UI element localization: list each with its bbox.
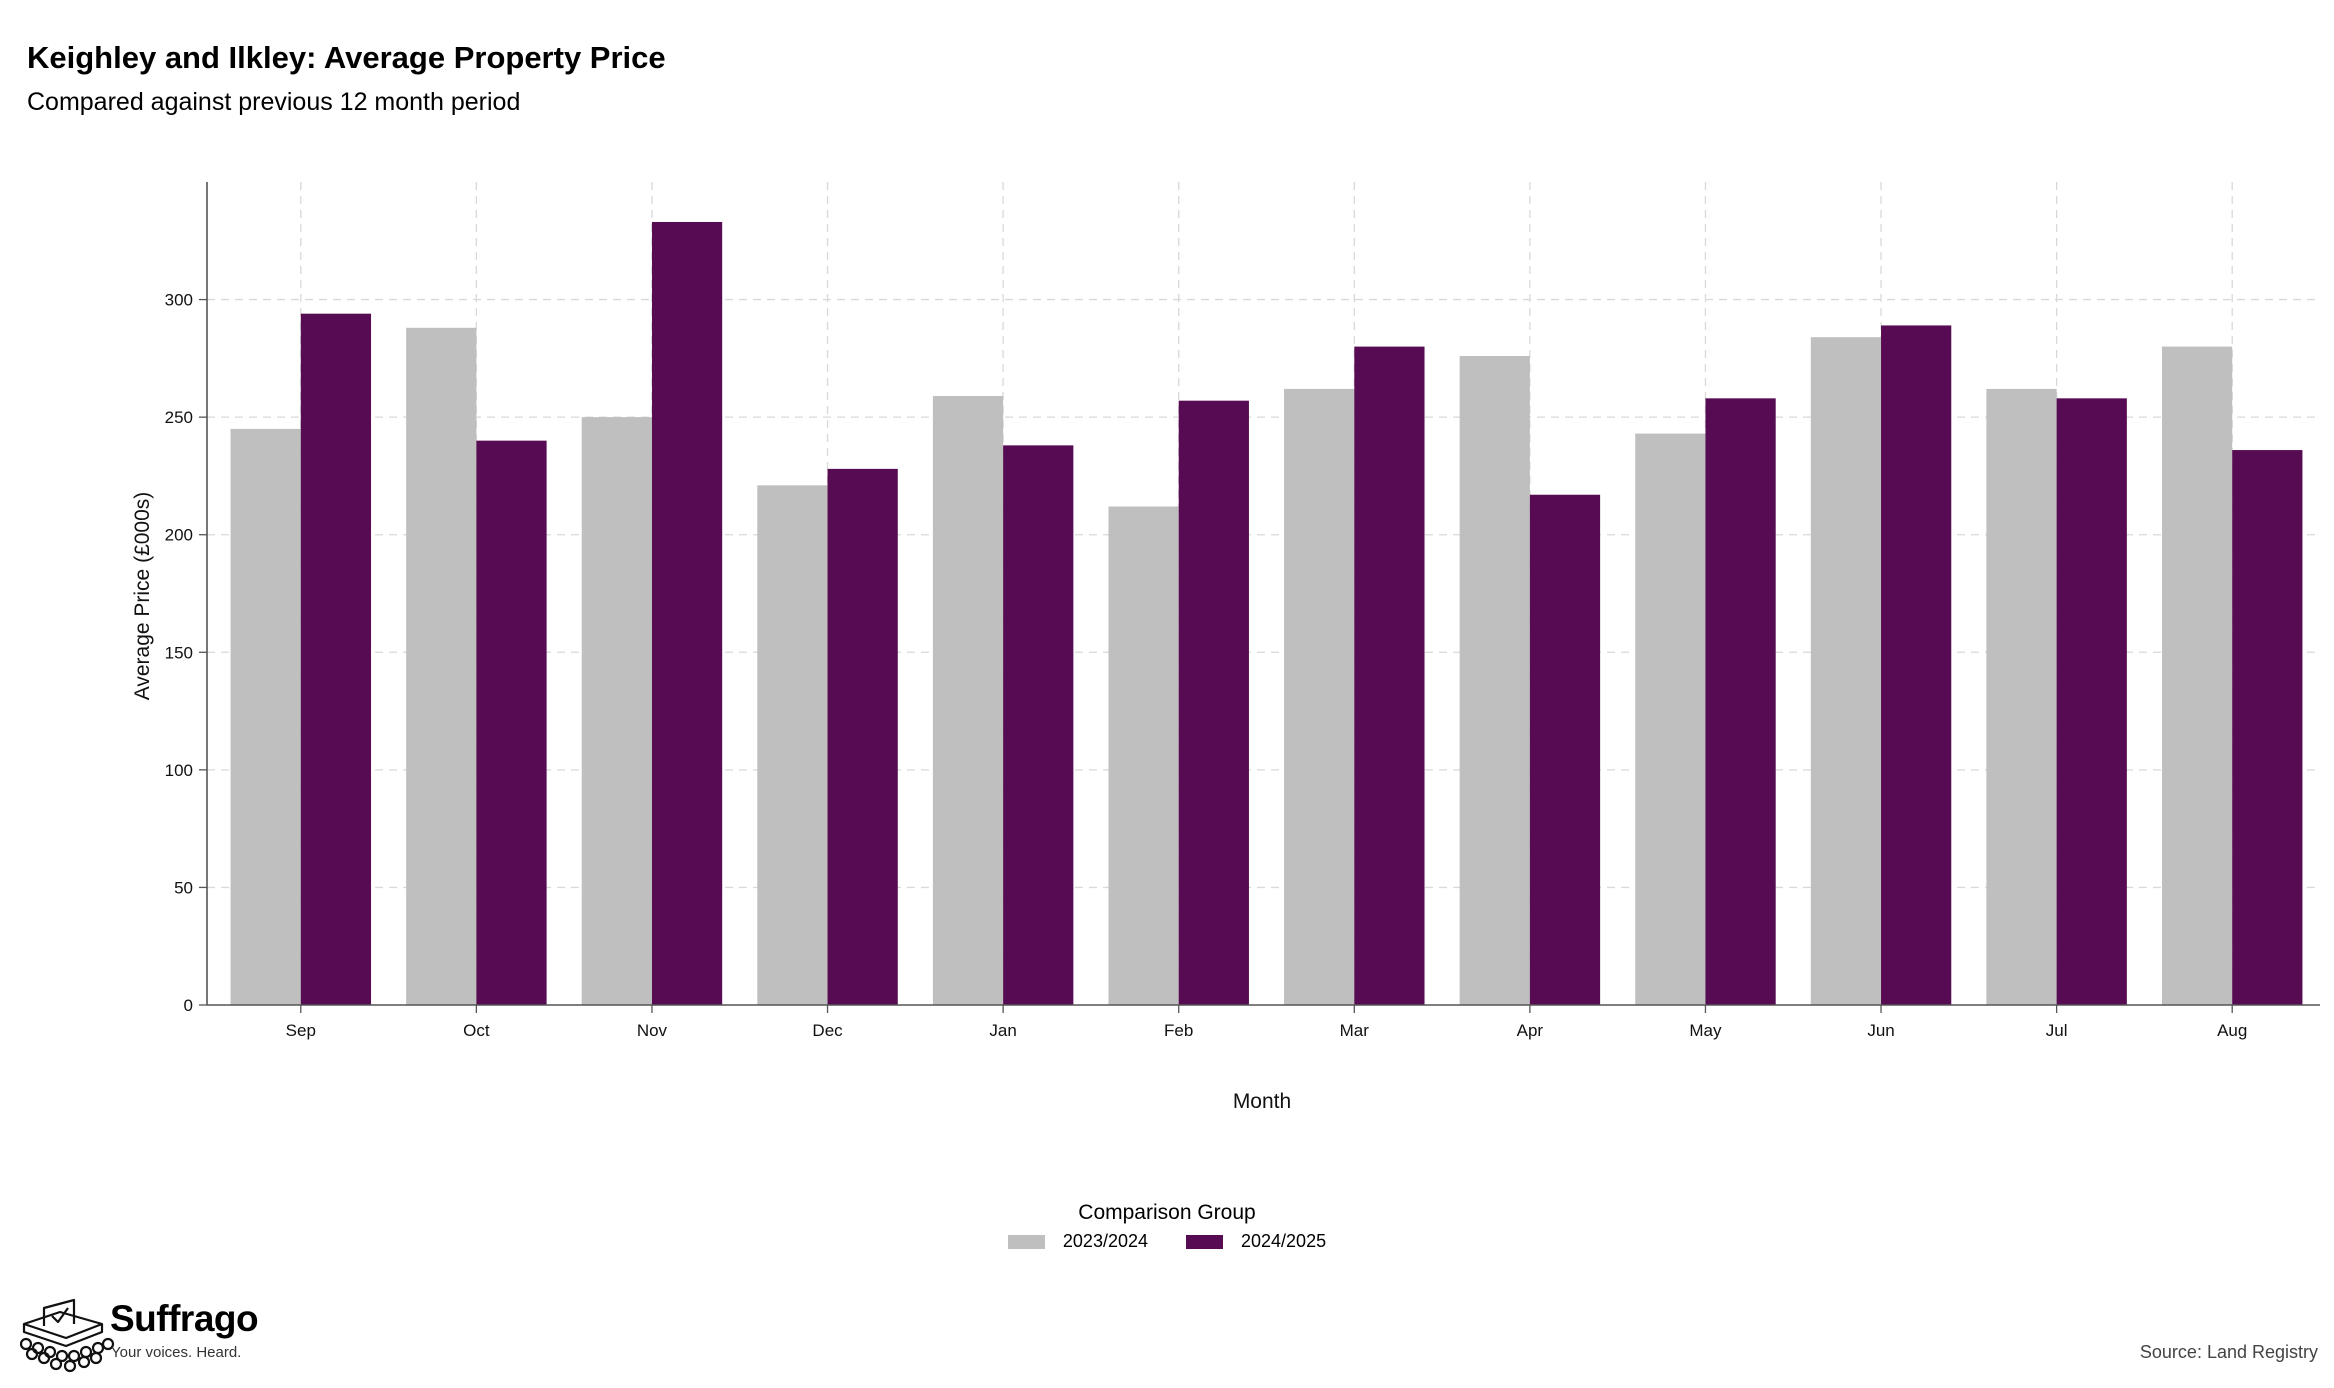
y-axis-label: Average Price (£000s) (131, 492, 154, 701)
legend-swatch (1186, 1234, 1223, 1249)
bar-2023-2024-mar (1284, 388, 1355, 1005)
legend-swatch (1007, 1234, 1045, 1249)
legend-title: Comparison Group (1078, 1201, 1256, 1224)
bar-2023-2024-jan (932, 395, 1004, 1006)
y-tick-label: 0 (184, 996, 193, 1015)
bar-2023-2024-aug (2161, 346, 2233, 1006)
legend-label: 2023/2024 (1062, 1231, 1148, 1251)
bar-2024-2025-jul (2056, 398, 2127, 1005)
bar-2024-2025-oct (476, 440, 547, 1006)
x-tick-label: May (1689, 1021, 1722, 1040)
bar-2023-2024-may (1635, 433, 1706, 1005)
bar-2023-2024-nov (581, 417, 652, 1006)
y-tick-label: 250 (165, 408, 193, 427)
x-tick-label: Aug (2217, 1021, 2247, 1040)
x-tick-label: Jan (989, 1021, 1016, 1040)
legend: Comparison Group 2023/2024 2024/2025 (0, 1201, 2334, 1252)
x-tick-label: Nov (637, 1021, 668, 1040)
bar-2023-2024-oct (406, 327, 477, 1005)
source-note: Source: Land Registry (2139, 1342, 2318, 1362)
bar-2023-2024-dec (757, 485, 828, 1005)
bar-chart: 0 50 100 150 200 250 300 Sep Oct Nov Dec Jan Feb Mar… (131, 182, 2320, 1113)
y-tick-label: 200 (165, 526, 193, 545)
bar-2024-2025-jun (1881, 325, 1952, 1005)
chart-title: Keighley and Ilkley: Average Property Pr… (27, 40, 666, 75)
bar-2024-2025-sep (300, 313, 372, 1005)
bar-2024-2025-mar (1354, 346, 1425, 1006)
x-tick-label: Sep (286, 1021, 316, 1040)
legend-label: 2024/2025 (1241, 1231, 1327, 1251)
legend-item-2024-2025: 2024/2025 (1186, 1231, 1326, 1252)
x-tick-label: Oct (463, 1021, 490, 1040)
x-tick-label: Jun (1867, 1021, 1894, 1040)
ballot-box-icon (19, 1298, 115, 1373)
bar-2024-2025-aug (2232, 450, 2303, 1005)
bars (230, 221, 2303, 1006)
x-tick-label: Jul (2046, 1021, 2068, 1040)
axes (199, 182, 2320, 1013)
x-tick-label: Apr (1517, 1021, 1544, 1040)
brand-tagline: Your voices. Heard. (111, 1344, 242, 1361)
y-tick-label: 100 (165, 761, 193, 780)
y-tick-label: 150 (165, 643, 193, 662)
bar-2023-2024-apr (1459, 356, 1530, 1005)
bar-2024-2025-feb (1178, 400, 1249, 1005)
bar-2023-2024-sep (230, 428, 301, 1005)
y-tick-labels: 0 50 100 150 200 250 300 (165, 291, 193, 1015)
x-axis-label: Month (1233, 1090, 1291, 1113)
bar-2024-2025-apr (1529, 494, 1601, 1005)
bar-2024-2025-nov (651, 221, 723, 1005)
bar-2024-2025-may (1705, 398, 1776, 1005)
legend-item-2023-2024: 2023/2024 (1007, 1231, 1148, 1252)
bar-2023-2024-jun (1810, 337, 1882, 1005)
y-tick-label: 50 (174, 878, 193, 897)
brand-name: Suffrago (110, 1298, 259, 1339)
x-tick-label: Dec (812, 1021, 843, 1040)
bar-2023-2024-feb (1108, 506, 1179, 1005)
x-tick-label: Feb (1164, 1021, 1193, 1040)
x-tick-label: Mar (1340, 1021, 1370, 1040)
bar-2023-2024-jul (1986, 388, 2057, 1005)
y-tick-label: 300 (165, 291, 193, 310)
chart-subtitle: Compared against previous 12 month perio… (27, 88, 521, 116)
x-tick-labels: Sep Oct Nov Dec Jan Feb Mar Apr May Jun Jul Aug (286, 1021, 2248, 1040)
bar-2024-2025-dec (827, 468, 898, 1006)
bar-2024-2025-jan (1003, 445, 1074, 1005)
